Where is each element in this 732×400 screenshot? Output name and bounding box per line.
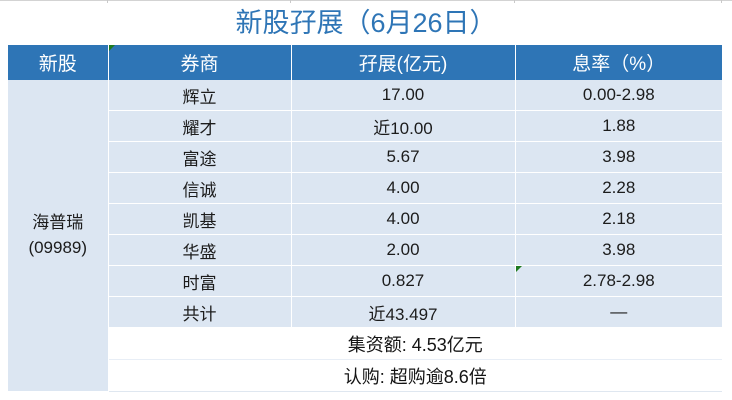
summary-row: 集资额: 4.53亿元: [8, 327, 722, 360]
cell-rate-value: 2.78-2.98: [582, 271, 655, 290]
cell-amount: 5.67: [291, 141, 516, 173]
cell-amount: 4.00: [291, 172, 516, 204]
column-header-amount[interactable]: 孖展(亿元): [291, 45, 516, 80]
cell-broker: 耀才: [108, 110, 292, 142]
cell-rate: 2.28: [515, 172, 722, 204]
cell-broker: 信诚: [108, 172, 292, 204]
table-row: 凯基 4.00 2.18: [8, 203, 722, 235]
cell-broker: 时富: [108, 265, 292, 297]
cell-rate: 0.00-2.98: [515, 80, 722, 111]
sheet-gridline-col1: [107, 0, 108, 3]
table-row: 华盛 2.00 3.98: [8, 234, 722, 266]
cell-broker-total: 共计: [108, 296, 292, 328]
cell-rate: 2.78-2.98: [515, 265, 722, 297]
sheet-gridline-top: [0, 0, 732, 1]
cell-broker: 富途: [108, 141, 292, 173]
column-header-broker-label: 券商: [180, 54, 219, 75]
cell-rate: 3.98: [515, 234, 722, 266]
cell-broker: 华盛: [108, 234, 292, 266]
cell-amount: 近10.00: [291, 110, 516, 142]
comment-marker-icon: [515, 266, 522, 272]
cell-amount-total: 近43.497: [291, 296, 516, 328]
sheet-gridline-col3: [514, 0, 515, 3]
cell-amount: 4.00: [291, 203, 516, 235]
summary-row: 认购: 超购逾8.6倍: [8, 359, 722, 392]
cell-broker: 辉立: [108, 80, 292, 111]
stock-name-cell: 海普瑞 (09989): [8, 80, 109, 392]
cell-rate-total: —: [515, 296, 722, 328]
comment-marker-icon: [108, 45, 115, 51]
table-row: 信诚 4.00 2.28: [8, 172, 722, 204]
cell-broker: 凯基: [108, 203, 292, 235]
margin-financing-table: 新股 券商 孖展(亿元) 息率（%） 海普瑞 (09989) 辉立 17.00 …: [8, 45, 722, 392]
page-title: 新股孖展（6月26日）: [235, 7, 497, 38]
cell-amount: 17.00: [291, 80, 516, 111]
summary-subscription: 认购: 超购逾8.6倍: [108, 359, 722, 392]
table-row: 时富 0.827 2.78-2.98: [8, 265, 722, 297]
sheet-gridline-col4: [721, 0, 722, 3]
table-row: 富途 5.67 3.98: [8, 141, 722, 173]
cell-rate: 3.98: [515, 141, 722, 173]
summary-funds-raised: 集资额: 4.53亿元: [108, 327, 722, 360]
page-title-band: 新股孖展（6月26日）: [0, 3, 732, 43]
column-header-rate[interactable]: 息率（%）: [515, 45, 722, 80]
column-header-stock[interactable]: 新股: [8, 45, 109, 80]
stock-name: 海普瑞: [32, 212, 84, 232]
cell-amount: 0.827: [291, 265, 516, 297]
table-row: 耀才 近10.00 1.88: [8, 110, 722, 142]
table-row: 共计 近43.497 —: [8, 296, 722, 328]
cell-rate: 1.88: [515, 110, 722, 142]
cell-rate: 2.18: [515, 203, 722, 235]
column-header-broker[interactable]: 券商: [108, 45, 292, 80]
stock-code: (09989): [28, 237, 88, 257]
cell-amount: 2.00: [291, 234, 516, 266]
table-header-row: 新股 券商 孖展(亿元) 息率（%）: [8, 45, 722, 80]
table-row: 海普瑞 (09989) 辉立 17.00 0.00-2.98: [8, 80, 722, 392]
sheet-gridline-col2: [290, 0, 291, 3]
